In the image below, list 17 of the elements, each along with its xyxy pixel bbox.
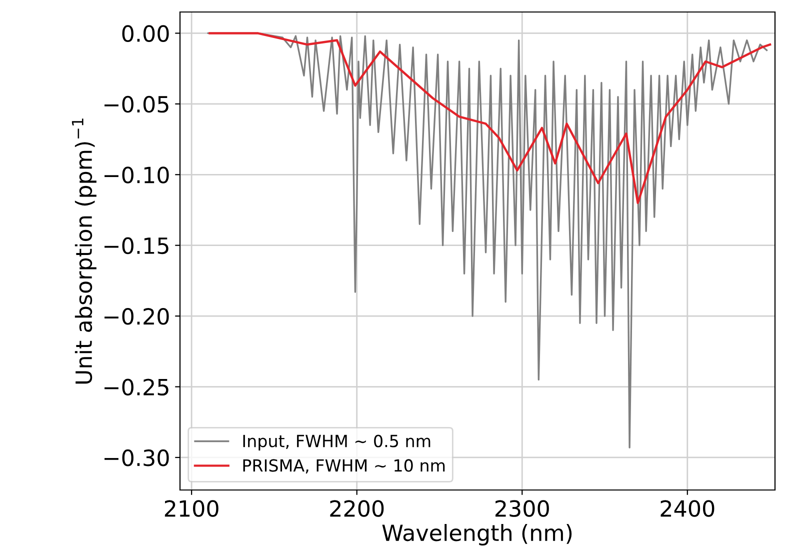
x-tick-label: 2400 bbox=[660, 500, 714, 517]
y-tick-label: −0.15 bbox=[104, 237, 168, 254]
legend-label: Input, FWHM ~ 0.5 nm bbox=[243, 434, 430, 451]
legend-label: PRISMA, FWHM ~ 10 nm bbox=[243, 459, 445, 474]
x-tick-label: 2300 bbox=[495, 500, 549, 517]
y-tick-label: −0.05 bbox=[104, 96, 168, 113]
x-tick-label: 2100 bbox=[164, 500, 218, 517]
y-tick-label: 0.00 bbox=[122, 25, 169, 42]
line-series bbox=[207, 32, 768, 448]
y-tick-label: −0.20 bbox=[104, 308, 169, 325]
y-tick-label: −0.30 bbox=[104, 449, 169, 466]
x-tick-label: 2200 bbox=[330, 500, 384, 517]
y-tick-label: −0.10 bbox=[104, 166, 169, 184]
y-tick-label: −0.25 bbox=[104, 378, 168, 396]
y-axis-title: Unit absorption (ppm)$^{−1}$ bbox=[72, 118, 96, 384]
line-series bbox=[208, 32, 772, 204]
x-axis-title: Wavelength (nm) bbox=[382, 524, 572, 546]
